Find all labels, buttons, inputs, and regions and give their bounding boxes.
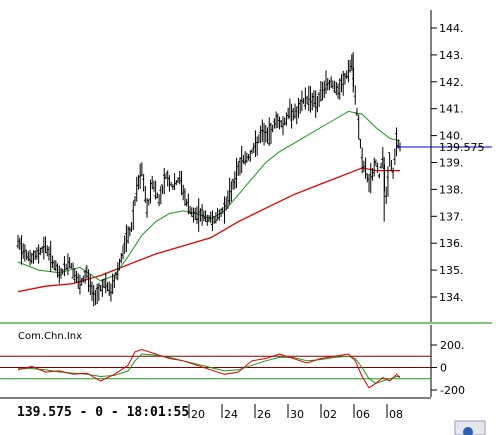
price-tick-label: 142.	[439, 76, 464, 89]
price-tick-label: 143.	[439, 49, 464, 62]
last-price-label: 139.575	[439, 141, 485, 154]
date-labels: 20 24 26 30 02 06 08	[188, 404, 403, 421]
indicator-panel: Com.Chn.Inx 200. 0 -200	[0, 325, 465, 397]
date-label: 08	[389, 408, 403, 421]
indicator-tick-label: -200	[440, 384, 465, 397]
indicator-ticks: 200. 0 -200	[431, 339, 465, 397]
date-label: 26	[257, 408, 271, 421]
indicator-title: Com.Chn.Inx	[18, 331, 82, 342]
price-tick-label: 136.	[439, 237, 464, 250]
indicator-tick-label: 0	[440, 362, 447, 375]
price-panel: 144. 143. 142. 141. 140. 139. 138. 137. 136. 135.…	[16, 10, 492, 322]
price-tick-label: 135.	[439, 264, 464, 277]
date-label: 02	[323, 408, 337, 421]
price-tick-label: 144.	[439, 22, 464, 35]
date-label: 30	[290, 408, 304, 421]
indicator-tick-label: 200.	[440, 339, 465, 352]
cci-signal-line	[18, 353, 400, 384]
ma-green-line	[17, 110, 401, 282]
price-tick-label: 140.	[439, 130, 464, 143]
cci-line	[17, 348, 401, 389]
price-ticks: 144. 143. 142. 141. 140. 139. 138. 137. 136. 135.…	[431, 22, 464, 304]
date-label: 24	[224, 408, 238, 421]
price-tick-label: 134.	[439, 291, 464, 304]
price-bars	[16, 52, 401, 307]
status-readout: 139.575 - 0 - 18:01:55	[17, 405, 189, 420]
scroll-arrow-icon	[463, 427, 473, 435]
price-tick-label: 141.	[439, 103, 464, 116]
price-tick-label: 139.	[439, 157, 464, 170]
status-strip: 139.575 - 0 - 18:01:55 20 24 26 30 02 06 08	[0, 397, 431, 421]
date-label: 20	[191, 408, 205, 421]
price-tick-label: 138.	[439, 183, 464, 196]
price-tick-label: 137.	[439, 210, 464, 223]
scroll-right-button[interactable]	[454, 420, 486, 435]
date-label: 06	[356, 408, 370, 421]
ma-red-line	[17, 167, 400, 293]
